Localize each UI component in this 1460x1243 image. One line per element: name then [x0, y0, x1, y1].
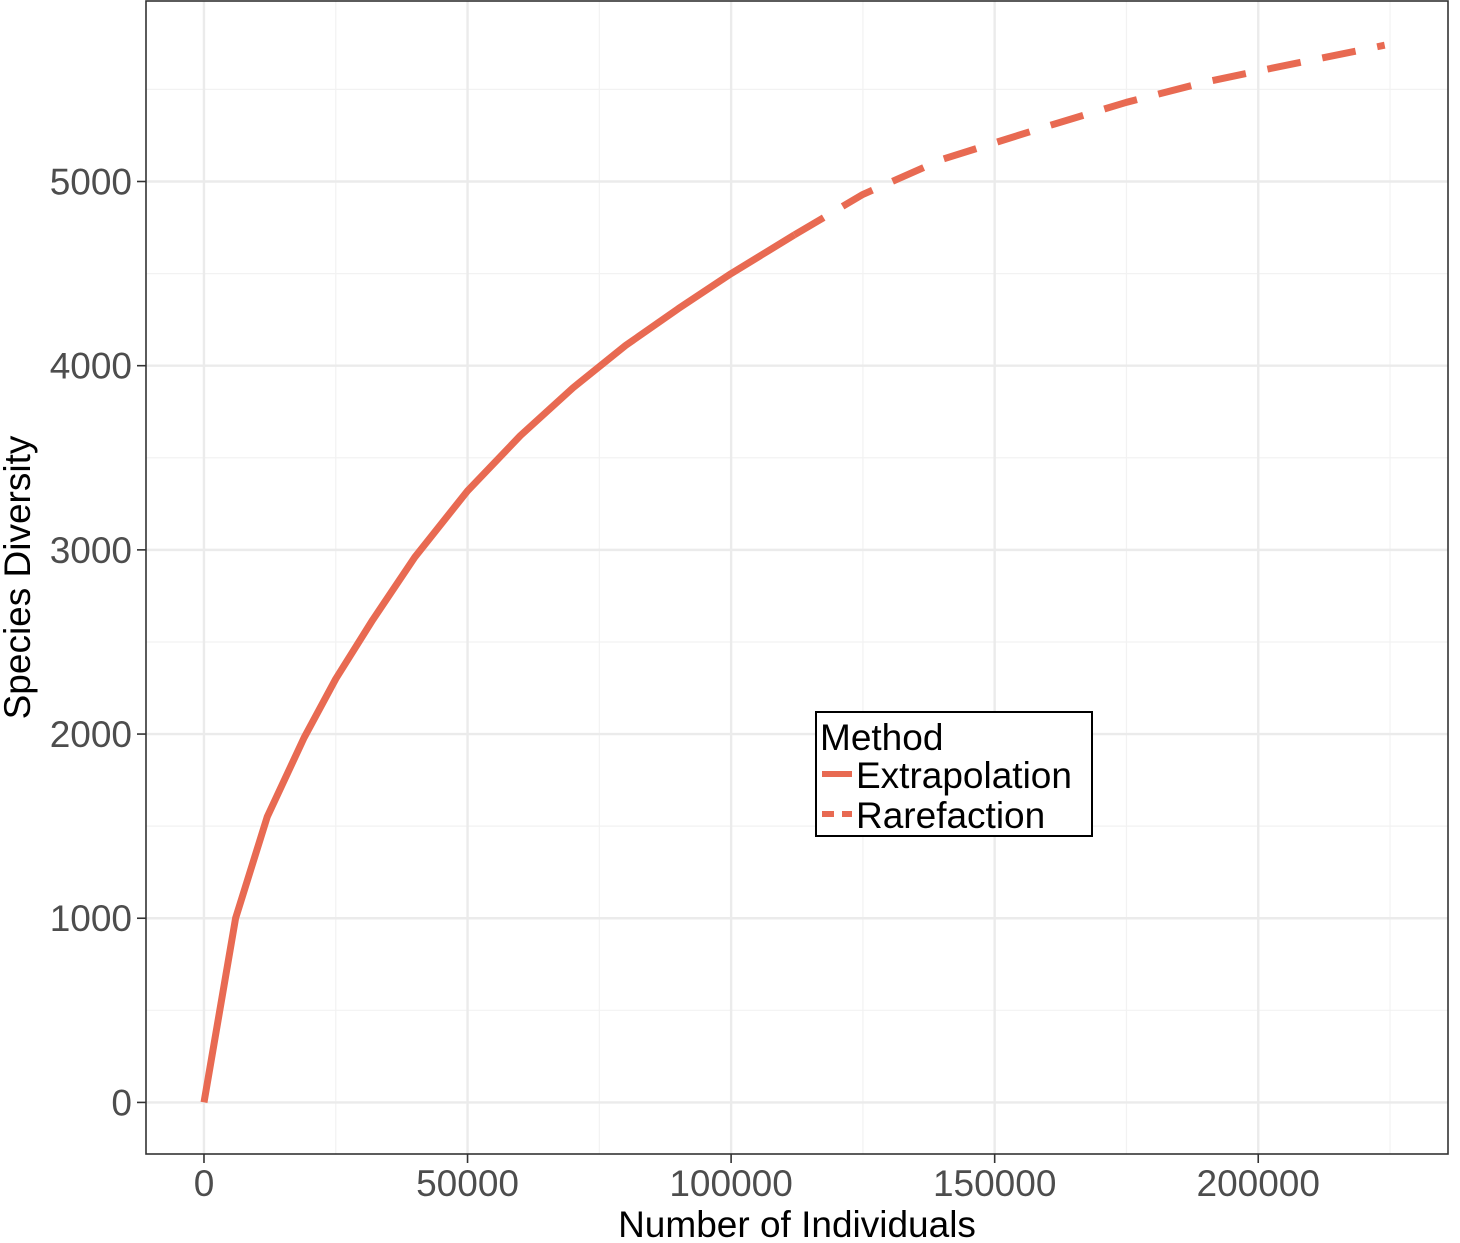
x-tick-label: 0: [194, 1163, 215, 1204]
y-axis-title: Species Diversity: [0, 435, 38, 719]
series-lines: [200, 41, 1386, 1103]
y-axis: 0 1000 2000 3000 4000 5000: [50, 162, 146, 1123]
x-tick-label: 100000: [669, 1163, 792, 1204]
y-tick-label: 5000: [50, 162, 132, 203]
series-line-extrapolation: [200, 231, 797, 1103]
x-tick-label: 200000: [1197, 1163, 1320, 1204]
y-tick-label: 3000: [50, 530, 132, 571]
legend-label-extrapolation: Extrapolation: [856, 755, 1072, 796]
x-axis-title: Number of Individuals: [618, 1204, 976, 1243]
legend-label-rarefaction: Rarefaction: [856, 795, 1045, 836]
legend-box: [815, 711, 1093, 837]
series-line-rarefaction: [792, 41, 1386, 238]
legend-title: Method: [820, 717, 943, 758]
y-tick-label: 0: [111, 1082, 132, 1123]
x-tick-label: 50000: [416, 1163, 519, 1204]
y-tick-label: 1000: [50, 898, 132, 939]
legend: Method Extrapolation Rarefaction: [815, 711, 1093, 837]
major-gridlines: [146, 1, 1448, 1154]
y-tick-label: 4000: [50, 346, 132, 387]
x-tick-label: 150000: [933, 1163, 1056, 1204]
plot-panel-border: [145, 0, 1449, 1155]
y-tick-label: 2000: [50, 714, 132, 755]
x-axis: 0 50000 100000 150000 200000: [194, 1154, 1320, 1204]
